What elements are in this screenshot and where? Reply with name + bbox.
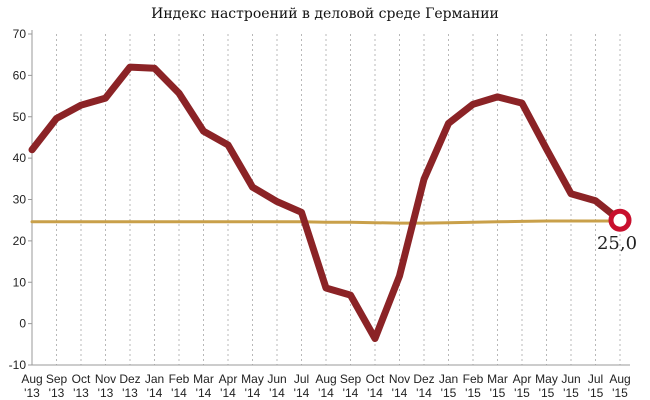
y-tick-label: 10: [13, 275, 27, 289]
x-tick-label-year: '13: [24, 386, 40, 400]
x-tick-label-year: '15: [514, 386, 530, 400]
x-tick-label-year: '14: [147, 386, 163, 400]
series-line-baseline: [30, 219, 622, 225]
x-tick-label-month: Mar: [193, 372, 214, 386]
grid: [31, 34, 621, 365]
x-tick-label-month: Nov: [389, 372, 410, 386]
y-axis: -10 0 10 20 30 40 50 60 70: [9, 27, 33, 372]
end-marker-group: 25,0: [597, 208, 637, 254]
x-tick-label-month: Jan: [145, 372, 164, 386]
y-tick-label: 30: [13, 193, 27, 207]
x-tick-label-year: '15: [588, 386, 604, 400]
x-tick-label-year: '15: [441, 386, 457, 400]
x-tick-label-month: Jun: [267, 372, 286, 386]
x-tick-label-year: '13: [73, 386, 89, 400]
x-tick-label-month: Apr: [219, 372, 238, 386]
x-tick-label-month: Feb: [463, 372, 484, 386]
x-tick-label-year: '14: [343, 386, 359, 400]
x-tick-label-year: '15: [490, 386, 506, 400]
x-tick-label-year: '14: [269, 386, 285, 400]
y-tick-label: -10: [9, 358, 27, 372]
x-tick-label-year: '14: [294, 386, 310, 400]
y-tick-label: 50: [13, 110, 27, 124]
x-tick-label-month: Jul: [294, 372, 309, 386]
series-group: [28, 63, 624, 342]
x-tick-label-year: '14: [196, 386, 212, 400]
chart-title: Индекс настроений в деловой среде Герман…: [151, 6, 499, 22]
x-tick-label-year: '14: [392, 386, 408, 400]
x-tick-label-year: '14: [318, 386, 334, 400]
x-tick-label-year: '15: [563, 386, 579, 400]
x-tick-label-month: Oct: [72, 372, 91, 386]
x-tick-label-year: '15: [465, 386, 481, 400]
x-tick-label-year: '14: [245, 386, 261, 400]
x-tick-label-month: Mar: [487, 372, 508, 386]
series-line-main: [28, 63, 624, 342]
x-tick-label-month: Apr: [513, 372, 532, 386]
x-tick-label-year: '13: [122, 386, 138, 400]
x-tick-label-month: Sep: [340, 372, 362, 386]
x-tick-label-month: Nov: [95, 372, 116, 386]
x-tick-label-month: Aug: [315, 372, 336, 386]
x-tick-label-year: '14: [171, 386, 187, 400]
x-tick-label-year: '14: [416, 386, 432, 400]
y-tick-label: 40: [13, 151, 27, 165]
x-tick-label-month: Dez: [413, 372, 434, 386]
end-point-marker: [608, 208, 632, 232]
x-tick-label-month: Feb: [169, 372, 190, 386]
x-tick-label-month: May: [241, 372, 264, 386]
y-tick-label: 70: [13, 27, 27, 41]
x-tick-label-year: '14: [367, 386, 383, 400]
x-tick-label-month: Sep: [46, 372, 68, 386]
x-tick-label-month: Jun: [561, 372, 580, 386]
x-tick-label-year: '13: [49, 386, 65, 400]
y-tick-label: 0: [19, 317, 26, 331]
x-tick-label-year: '15: [612, 386, 628, 400]
x-tick-label-month: Dez: [119, 372, 140, 386]
x-tick-label-month: Aug: [609, 372, 630, 386]
x-axis: Aug'13Sep'13Oct'13Nov'13Dez'13Jan'14Feb'…: [21, 364, 631, 400]
x-tick-label-year: '15: [539, 386, 555, 400]
x-tick-label-year: '13: [98, 386, 114, 400]
x-tick-label-month: Aug: [21, 372, 42, 386]
x-tick-label-month: May: [535, 372, 558, 386]
y-tick-label: 20: [13, 234, 27, 248]
y-tick-label: 60: [13, 68, 27, 82]
x-tick-label-month: Jul: [588, 372, 603, 386]
end-value-label: 25,0: [597, 233, 637, 254]
x-tick-label-year: '14: [220, 386, 236, 400]
x-tick-label-month: Oct: [366, 372, 385, 386]
x-tick-label-month: Jan: [439, 372, 458, 386]
